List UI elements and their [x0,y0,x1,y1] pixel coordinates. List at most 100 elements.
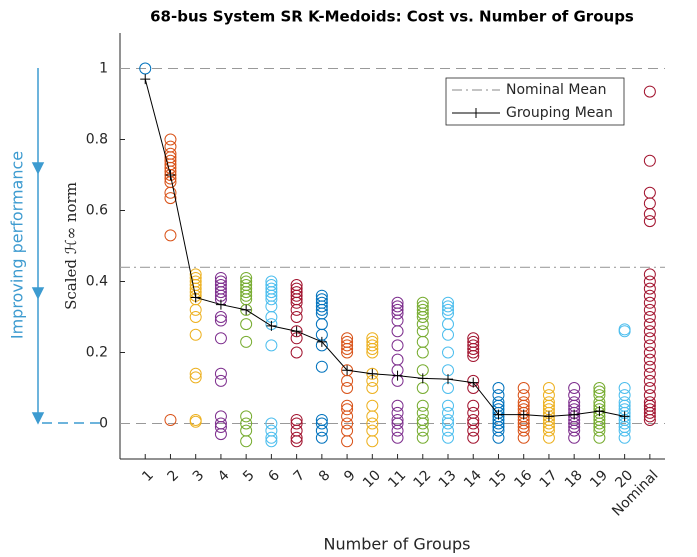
point [366,424,379,437]
y-tick-label: 0.8 [86,132,108,148]
y-tick-label: 0.6 [86,203,108,219]
point [290,435,303,448]
point [391,314,404,327]
point [341,382,354,394]
point [467,424,480,437]
point [265,435,278,448]
point [643,275,656,288]
point [315,300,328,313]
point [265,300,278,313]
point [265,293,278,306]
mean-marker [190,292,201,303]
point [214,311,227,323]
point [416,382,429,394]
x-tick-label: 4 [215,467,233,485]
point [442,303,455,316]
mean-marker [468,377,479,388]
point [315,424,328,437]
point [542,382,555,394]
point [517,431,530,444]
point [643,268,656,281]
point [164,186,177,199]
point [568,424,581,437]
point [391,399,404,412]
point [290,311,303,323]
legend-label: Nominal Mean [506,82,607,98]
point [214,332,227,345]
y-axis-label: Scaled ℋ∞ norm [62,182,80,310]
x-tick-label: 7 [291,467,309,485]
mean-marker [392,370,403,381]
point [290,289,303,302]
point [240,335,253,348]
point [643,85,656,98]
x-tick-label: 13 [436,467,460,491]
point [416,399,429,412]
point [341,424,354,437]
point [391,339,404,352]
chart-title: 68-bus System SR K-Medoids: Cost vs. Num… [150,8,634,26]
point [189,371,202,384]
x-tick-label: 10 [360,467,384,491]
point [643,360,656,373]
point [643,186,656,199]
mean-marker [417,373,428,384]
point [164,192,177,205]
x-tick-label: 18 [562,467,586,491]
point [366,417,379,430]
point [416,318,429,331]
point [492,431,505,444]
y-tick-label: 0.2 [86,345,108,361]
point [189,303,202,316]
x-tick-label: 16 [511,467,535,491]
point [643,197,656,210]
point [290,431,303,444]
y-tick-label: 1 [99,61,108,77]
point [517,424,530,437]
point [240,424,253,437]
point [442,399,455,412]
legend-label: Grouping Mean [506,105,613,121]
point [593,431,606,444]
point [366,382,379,394]
point [416,335,429,348]
x-tick-label: 8 [316,467,334,485]
point [643,339,656,352]
mean-marker [241,304,252,315]
mean-marker [266,320,277,331]
mean-marker [215,299,226,310]
point [290,325,303,338]
point [416,346,429,359]
point [618,382,631,394]
point [366,435,379,448]
legend [445,77,625,126]
point [442,318,455,331]
point [643,353,656,366]
point [341,342,354,355]
point [618,431,631,444]
x-tick-label: 11 [385,467,409,491]
point [366,339,379,352]
point [643,406,656,419]
mean-marker [367,368,378,379]
point [164,133,177,146]
point [214,428,227,441]
point [391,325,404,338]
mean-marker [342,365,353,376]
point [214,374,227,387]
point [643,282,656,295]
point [416,325,429,338]
point [416,303,429,316]
point [214,367,227,380]
point [290,346,303,359]
point [618,325,631,338]
x-tick-label: 17 [537,467,561,491]
point [542,424,555,437]
point [366,342,379,355]
point [643,311,656,323]
x-tick-label: 3 [190,467,208,485]
point [643,208,656,221]
x-tick-label: 2 [164,467,182,485]
x-tick-label: 15 [486,467,510,491]
point [315,417,328,430]
